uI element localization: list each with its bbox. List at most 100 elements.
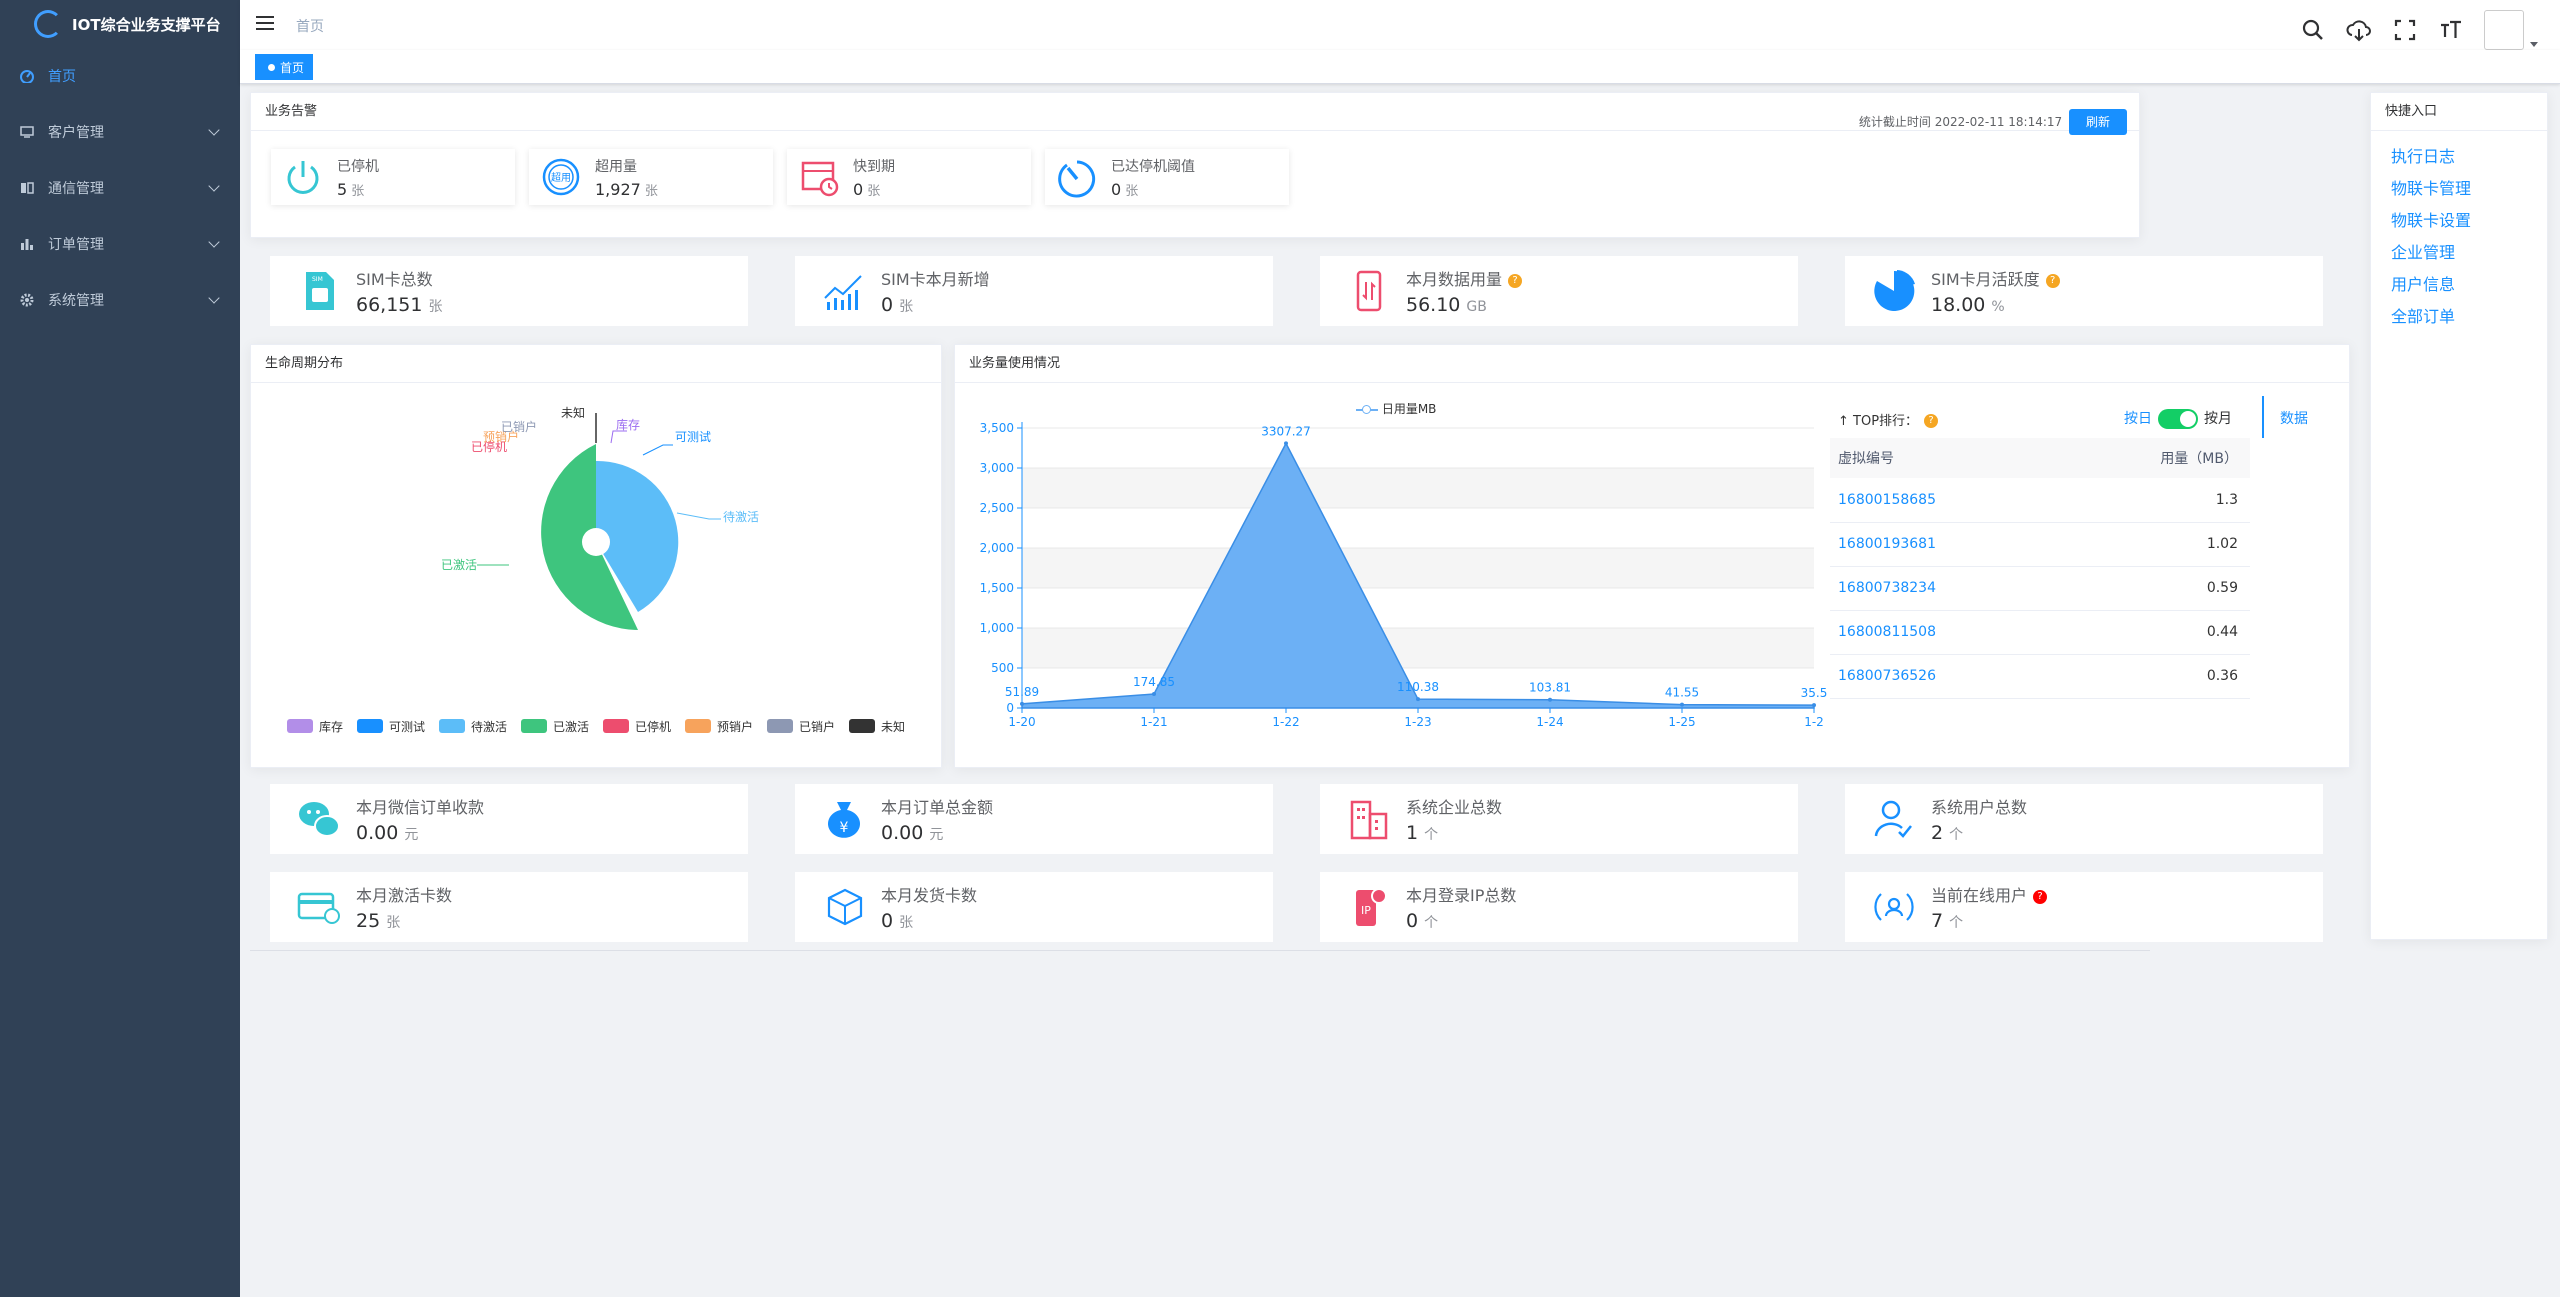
legend-item[interactable]: 已销户: [767, 718, 835, 735]
alert-value: 0: [1111, 179, 1122, 199]
pie-slice-pending[interactable]: [596, 460, 679, 612]
y-tick-label: 1,500: [980, 581, 1014, 595]
sidebar-item-customers[interactable]: 客户管理: [0, 104, 240, 160]
cell-usage: 1.3: [2056, 478, 2250, 523]
table-row[interactable]: 16800158685 1.3: [1830, 478, 2250, 523]
legend-item[interactable]: 待激活: [438, 718, 507, 735]
legend-item[interactable]: 库存: [286, 718, 343, 735]
data-point: [1284, 441, 1288, 446]
cell-id[interactable]: 16800811508: [1830, 610, 2057, 655]
stat-unit: 张: [386, 915, 401, 931]
toggle-switch[interactable]: [2158, 409, 2198, 429]
bar-chart-icon: [21, 239, 33, 250]
data-label: 110.38: [1397, 680, 1439, 694]
alert-value: 1,927: [595, 179, 641, 199]
by-day-label[interactable]: 按日: [2124, 411, 2152, 427]
usage-legend[interactable]: 日用量MB: [1356, 400, 1436, 417]
wechat-icon: [299, 802, 340, 837]
cell-id[interactable]: 16800738234: [1830, 566, 2057, 611]
pie-label-cancelled: 已销户: [501, 419, 537, 434]
font-size-icon[interactable]: [2438, 17, 2464, 43]
cell-id[interactable]: 16800736526: [1830, 654, 2057, 699]
breadcrumb[interactable]: 首页: [296, 19, 324, 35]
lifecycle-pie-chart[interactable]: 库存 可测试 待激活 已激活 已停机 预销户 已销户 未知: [251, 383, 941, 703]
stat-label: 本月微信订单收款: [356, 798, 485, 817]
fullscreen-icon[interactable]: [2392, 17, 2418, 43]
usage-area-chart[interactable]: 0 500 1,000 1,500 2,000 2,500 3,000 3,500 51.89 1…: [960, 410, 1830, 740]
sidebar-item-orders[interactable]: 订单管理: [0, 216, 240, 272]
data-point: [1680, 702, 1684, 707]
x-tick-label: 1-21: [1140, 715, 1167, 729]
y-tick-label: 0: [1006, 701, 1014, 715]
sidebar-item-label: 客户管理: [48, 125, 104, 141]
sidebar-item-home[interactable]: 首页: [0, 48, 240, 104]
alert-overuse[interactable]: 超用 超用量 1,927 张: [529, 149, 773, 205]
quick-link-iot-card[interactable]: 物联卡管理: [2391, 179, 2472, 198]
hamburger-icon[interactable]: [256, 16, 274, 30]
cell-usage: 0.36: [2056, 654, 2250, 699]
quick-link-all-orders[interactable]: 全部订单: [2391, 307, 2456, 326]
legend-item[interactable]: 已激活: [520, 718, 589, 735]
quick-link-logs[interactable]: 执行日志: [2391, 147, 2456, 166]
quick-link-enterprise[interactable]: 企业管理: [2391, 243, 2456, 262]
x-tick-label: 1-24: [1536, 715, 1563, 729]
help-icon[interactable]: ?: [1508, 274, 1523, 288]
phone-data-icon: [1356, 270, 1382, 312]
book-icon: [21, 182, 34, 194]
sidebar-item-system[interactable]: 系统管理: [0, 272, 240, 328]
table-row[interactable]: 16800738234 0.59: [1830, 566, 2250, 611]
gauge-icon: [1058, 160, 1096, 198]
pie-label-stopped: 已停机: [471, 439, 507, 454]
quick-link-user-info[interactable]: 用户信息: [2391, 275, 2456, 294]
pie-label-pre-cancel: 预销户: [483, 429, 519, 444]
legend-item[interactable]: 预销户: [685, 718, 753, 735]
app-logo[interactable]: IOT综合业务支撑平台: [0, 0, 240, 48]
stat-value: 0: [881, 294, 894, 316]
legend-item[interactable]: 未知: [849, 718, 905, 735]
sidebar-item-label: 系统管理: [48, 293, 104, 309]
search-icon[interactable]: [2300, 17, 2326, 43]
cloud-download-icon[interactable]: [2346, 17, 2372, 43]
caret-down-icon[interactable]: [2530, 41, 2538, 47]
quick-link-card-settings[interactable]: 物联卡设置: [2391, 211, 2472, 230]
alert-value: 5: [337, 179, 348, 199]
legend-item[interactable]: 已停机: [603, 718, 671, 735]
pie-center: [582, 528, 610, 556]
sidebar: IOT综合业务支撑平台 首页 客户管理 通信管理 订单管理 系统管理: [0, 0, 240, 1297]
alert-unit: 张: [351, 183, 365, 199]
cell-id[interactable]: 16800158685: [1830, 478, 2057, 523]
tag-home[interactable]: 首页: [255, 54, 314, 80]
chevron-down-icon: [208, 180, 220, 192]
x-tick-label: 1-22: [1272, 715, 1299, 729]
by-month-label[interactable]: 按月: [2204, 411, 2232, 427]
ip-phone-icon: IP: [1356, 888, 1387, 926]
refresh-button[interactable]: 刷新: [2069, 109, 2127, 135]
stat-label: 本月数据用量: [1406, 270, 1503, 289]
data-label: 51.89: [1005, 685, 1039, 699]
help-icon[interactable]: ?: [2033, 890, 2048, 904]
table-row[interactable]: 16800736526 0.36: [1830, 654, 2250, 699]
cell-id[interactable]: 16800193681: [1830, 522, 2057, 567]
sidebar-item-communication[interactable]: 通信管理: [0, 160, 240, 216]
table-row[interactable]: 16800193681 1.02: [1830, 522, 2250, 567]
quick-links: 执行日志 物联卡管理 物联卡设置 企业管理 用户信息 全部订单: [2371, 131, 2547, 333]
stat-sim-total: SIM SIM卡总数 66,151 张: [270, 256, 748, 326]
legend-item[interactable]: 可测试: [356, 718, 425, 735]
stat-label: 当前在线用户: [1931, 886, 2028, 905]
tab-data[interactable]: 数据: [2280, 411, 2308, 427]
day-month-switch[interactable]: 按日 按月: [2124, 408, 2232, 429]
broadcast-user-icon: [1874, 893, 1914, 921]
help-icon[interactable]: ?: [2045, 274, 2060, 288]
calendar-clock-icon: [801, 161, 839, 197]
avatar[interactable]: [2484, 10, 2524, 50]
table-row[interactable]: 16800811508 0.44: [1830, 610, 2250, 655]
divider: [250, 950, 2150, 951]
help-icon[interactable]: ?: [1924, 414, 1939, 428]
usage-legend-label: 日用量MB: [1381, 402, 1437, 416]
